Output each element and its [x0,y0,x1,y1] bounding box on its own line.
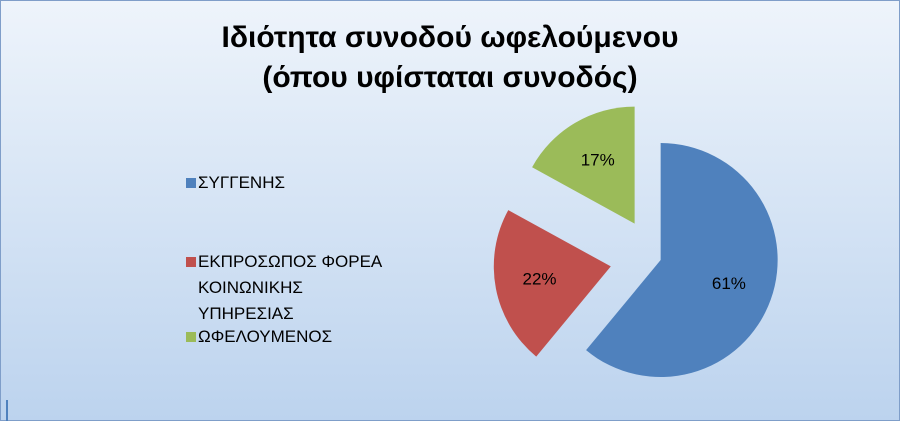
pie-slice [493,210,611,357]
legend-item: ΕΚΠΡΟΣΩΠΟΣ ΦΟΡΕΑ ΚΟΙΝΩΝΙΚΗΣ ΥΠΗΡΕΣΙΑΣ [186,249,398,327]
legend-swatch [186,178,196,188]
legend-item: ΩΦΕΛΟΥΜΕΝΟΣ [186,324,398,350]
chart-title: Ιδιότητα συνοδού ωφελούμενου (όπου υφίστ… [221,21,679,94]
legend-label: ΣΥΓΓΕΝΗΣ [198,173,285,192]
legend-label: ΩΦΕΛΟΥΜΕΝΟΣ [198,327,333,346]
pie-slice [532,106,635,224]
data-label: 22% [523,270,557,289]
data-label: 61% [712,274,746,293]
data-label: 17% [581,151,615,170]
legend-label: ΕΚΠΡΟΣΩΠΟΣ ΦΟΡΕΑ ΚΟΙΝΩΝΙΚΗΣ ΥΠΗΡΕΣΙΑΣ [198,252,383,323]
legend-swatch [186,332,196,342]
legend-swatch [186,257,196,267]
pie-slice [586,143,778,378]
legend-item: ΣΥΓΓΕΝΗΣ [186,170,398,196]
